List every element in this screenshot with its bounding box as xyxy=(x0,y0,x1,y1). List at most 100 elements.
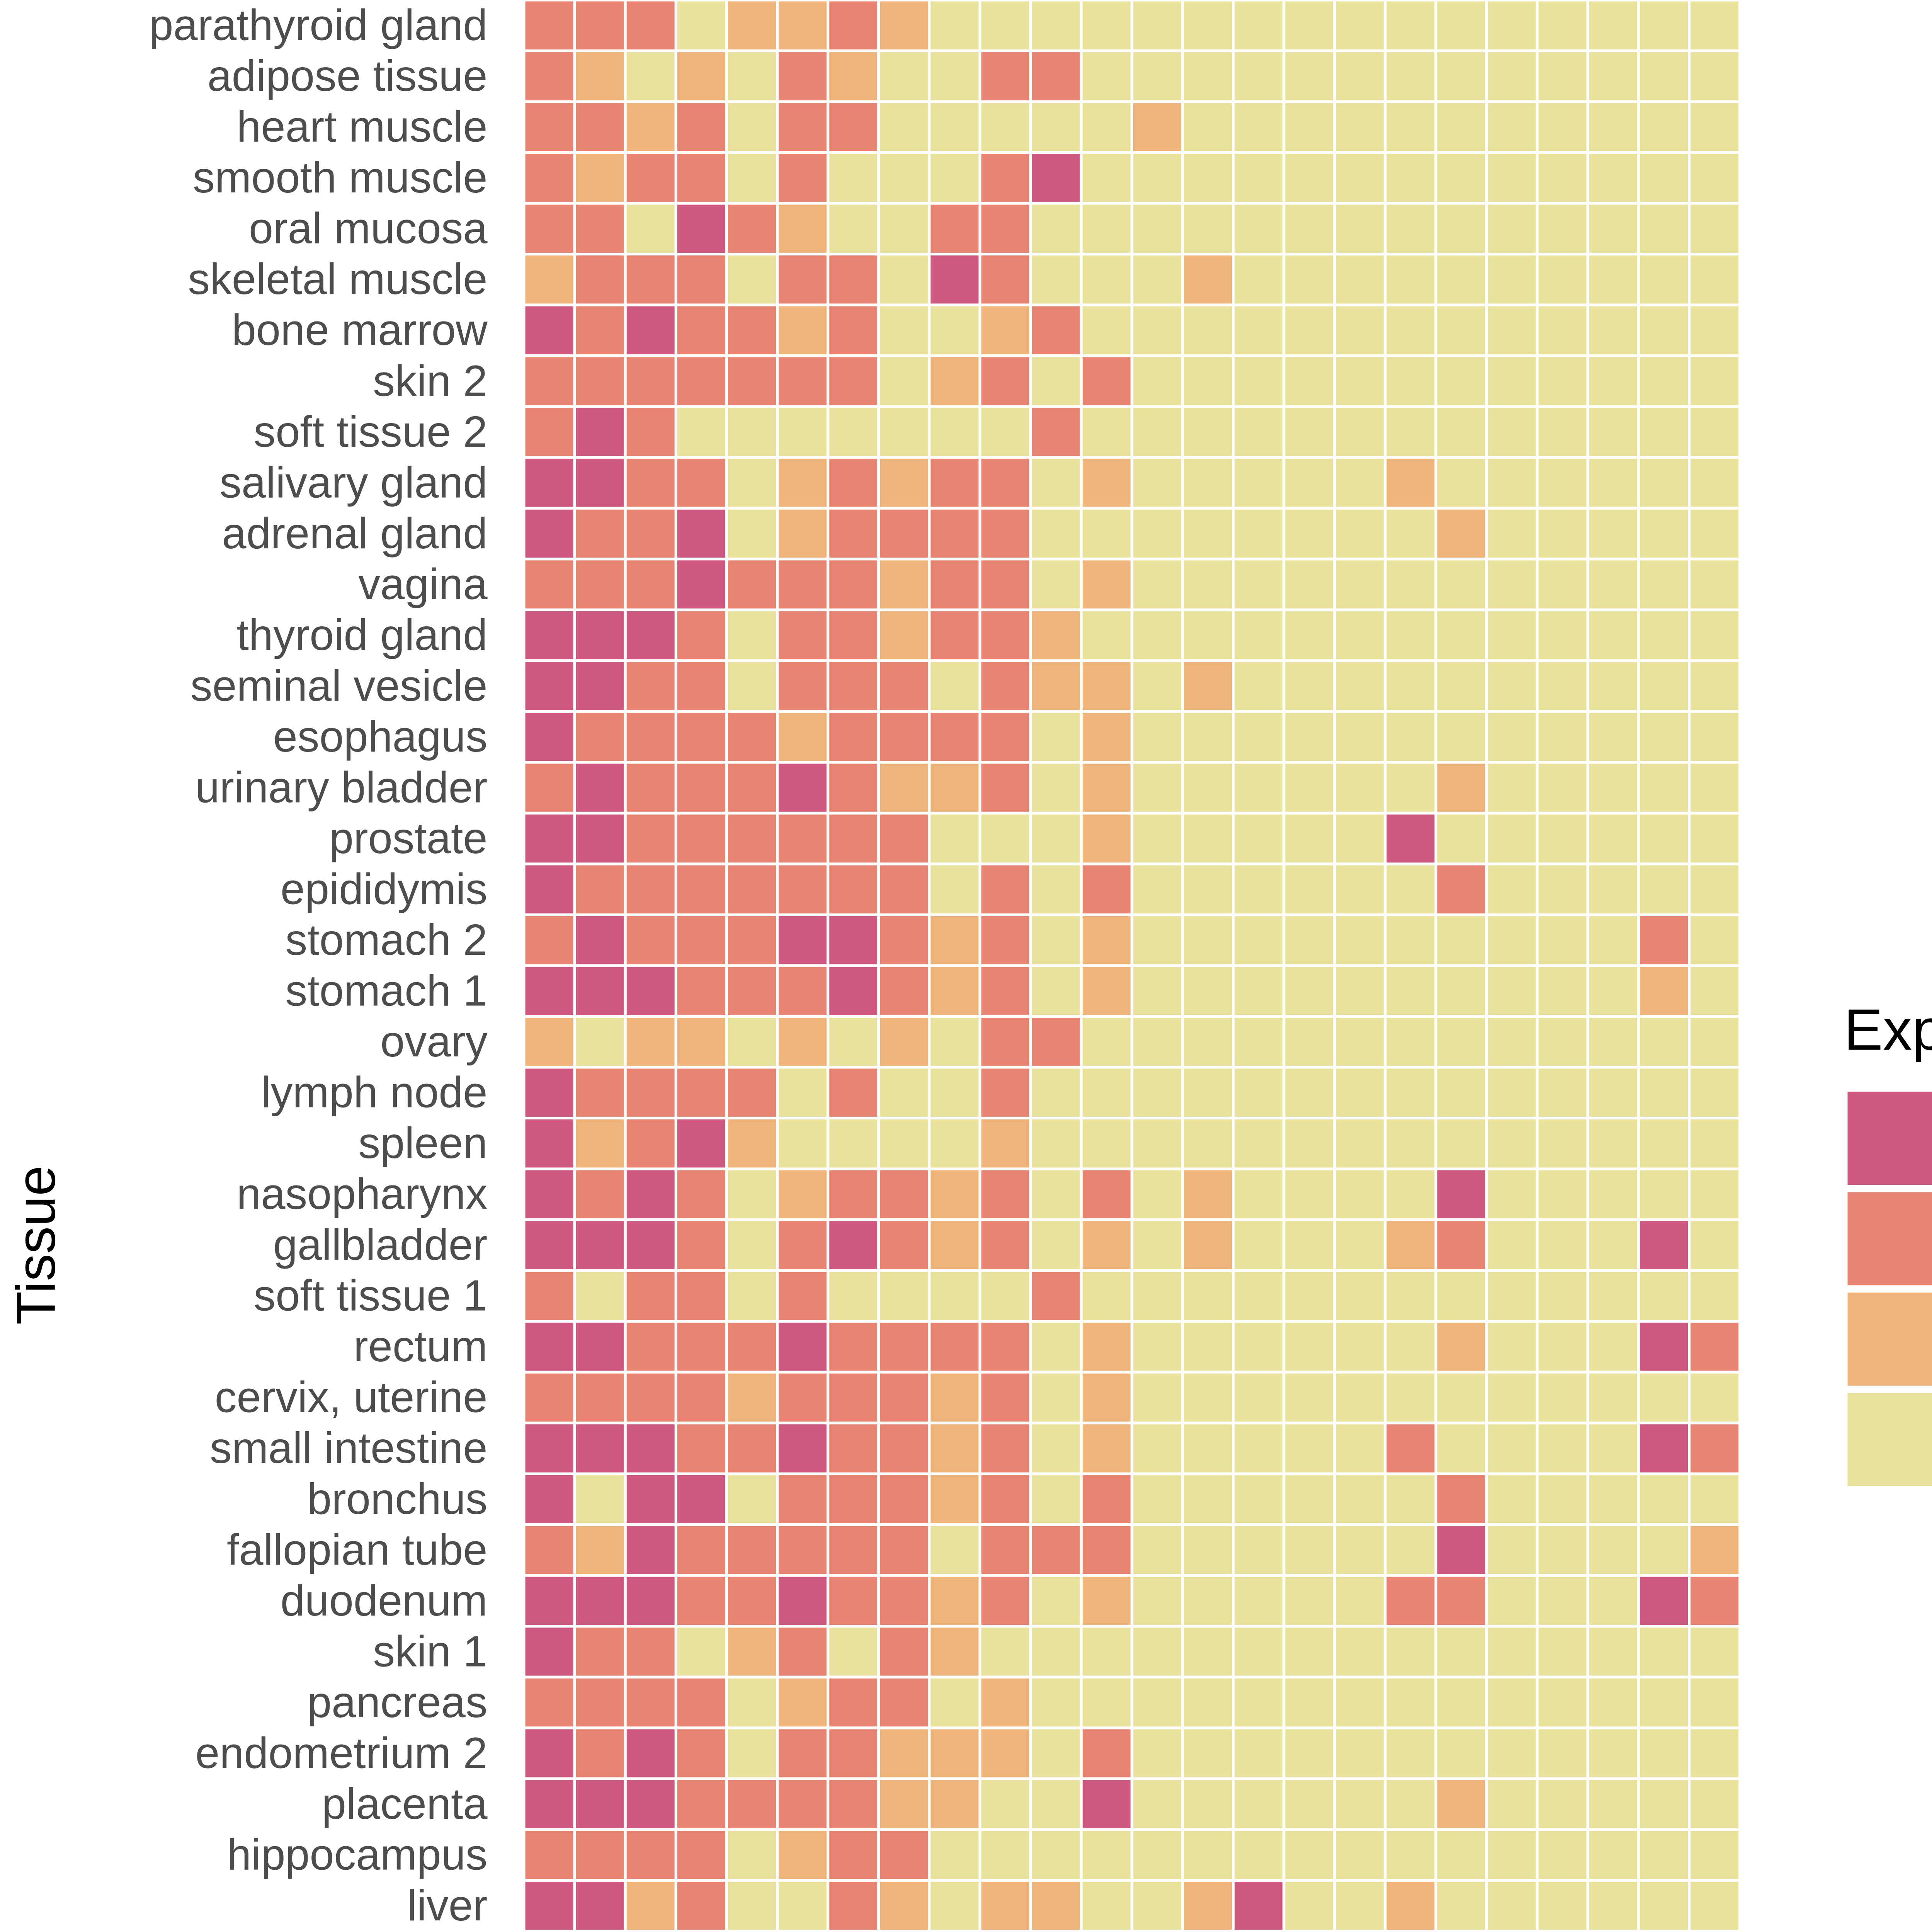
heatmap-cell xyxy=(1282,1574,1336,1628)
heatmap-cell xyxy=(776,862,830,916)
heatmap-cell xyxy=(1384,202,1437,256)
heatmap-cell xyxy=(1282,1625,1336,1679)
heatmap-cell xyxy=(1029,710,1083,764)
heatmap-cell xyxy=(1333,1879,1387,1932)
heatmap-cell xyxy=(1384,456,1437,510)
heatmap-cell xyxy=(1637,811,1691,866)
heatmap-cell xyxy=(877,253,931,306)
heatmap-cell xyxy=(1130,811,1184,866)
heatmap-cell xyxy=(624,1574,677,1628)
heatmap-cell xyxy=(1485,558,1539,611)
heatmap-cell xyxy=(1282,761,1336,815)
heatmap-cell xyxy=(725,558,779,611)
heatmap-cell xyxy=(1333,354,1387,408)
heatmap-cell xyxy=(1130,608,1184,662)
heatmap-cell xyxy=(674,1726,728,1780)
heatmap-cell xyxy=(1080,608,1133,662)
heatmap-cell xyxy=(1181,761,1235,815)
heatmap-cell xyxy=(1586,1320,1640,1374)
heatmap-cell xyxy=(1029,202,1083,256)
heatmap-cell xyxy=(1130,202,1184,256)
heatmap-cell xyxy=(522,354,576,408)
heatmap-cell xyxy=(624,202,677,256)
heatmap-cell xyxy=(1536,253,1589,306)
heatmap-cell xyxy=(1384,710,1437,764)
heatmap-cell xyxy=(522,1218,576,1272)
heatmap-cell xyxy=(674,913,728,967)
heatmap-cell xyxy=(1586,405,1640,459)
heatmap-cell xyxy=(725,456,779,510)
heatmap-cell xyxy=(1029,1828,1083,1882)
heatmap-cell xyxy=(1384,1523,1437,1577)
heatmap-cell xyxy=(1536,1116,1589,1170)
tissue-label: ovary xyxy=(380,1017,488,1066)
heatmap-cell xyxy=(1130,100,1184,154)
heatmap-cell xyxy=(1181,1218,1235,1272)
heatmap-cell xyxy=(1232,1218,1286,1272)
heatmap-cell xyxy=(725,1167,779,1221)
heatmap-cell xyxy=(1586,0,1640,53)
heatmap-cell xyxy=(1080,456,1133,510)
heatmap-cell xyxy=(1536,913,1589,967)
heatmap-cell xyxy=(1688,1422,1742,1475)
heatmap-cell xyxy=(1434,1726,1488,1780)
heatmap-cell xyxy=(725,1015,779,1069)
heatmap-cell xyxy=(573,1015,627,1069)
heatmap-cell xyxy=(978,0,1032,53)
heatmap-cell xyxy=(1434,1675,1488,1730)
heatmap-cell xyxy=(522,1167,576,1221)
heatmap-cell xyxy=(928,1930,981,1932)
heatmap-cell xyxy=(1130,1167,1184,1221)
heatmap-cell xyxy=(1080,49,1133,103)
heatmap-cell xyxy=(1282,608,1336,662)
heatmap-cell xyxy=(1384,862,1437,916)
heatmap-cell xyxy=(1688,1167,1742,1221)
heatmap-cell xyxy=(674,862,728,916)
heatmap-cell xyxy=(573,659,627,713)
heatmap-cell xyxy=(522,0,576,53)
heatmap-cell xyxy=(674,1879,728,1932)
legend-swatch xyxy=(1847,1192,1932,1286)
heatmap-cell xyxy=(1181,811,1235,866)
heatmap-cell xyxy=(978,1320,1032,1374)
heatmap-cell xyxy=(1637,913,1691,967)
heatmap-cell xyxy=(1130,1269,1184,1323)
heatmap-cell xyxy=(725,1320,779,1374)
heatmap-cell xyxy=(1232,1675,1286,1730)
heatmap-cell xyxy=(1536,1828,1589,1882)
heatmap-cell xyxy=(776,303,830,357)
heatmap-cell xyxy=(1688,761,1742,815)
tissue-label: nasopharynx xyxy=(236,1170,487,1219)
heatmap-cell xyxy=(1181,1726,1235,1780)
heatmap-cell xyxy=(1130,761,1184,815)
heatmap-cell xyxy=(776,1269,830,1323)
heatmap-cell xyxy=(978,405,1032,459)
heatmap-cell xyxy=(1384,354,1437,408)
heatmap-cell xyxy=(1029,1371,1083,1425)
heatmap-cell xyxy=(978,1930,1032,1932)
heatmap-cell xyxy=(1232,1269,1286,1323)
heatmap-cell xyxy=(1688,659,1742,713)
heatmap-cell xyxy=(1536,964,1589,1018)
heatmap-cell xyxy=(1536,1015,1589,1069)
heatmap-cell xyxy=(725,659,779,713)
heatmap-cell xyxy=(776,1523,830,1577)
heatmap-cell xyxy=(1130,1422,1184,1475)
heatmap-cell xyxy=(1586,202,1640,256)
heatmap-cell xyxy=(877,1574,931,1628)
heatmap-cell xyxy=(1586,1574,1640,1628)
heatmap-cell xyxy=(827,913,880,967)
heatmap-cell xyxy=(877,761,931,815)
heatmap-cell xyxy=(1333,303,1387,357)
heatmap-cell xyxy=(1637,1422,1691,1475)
heatmap-cell xyxy=(1130,1726,1184,1780)
heatmap-cell xyxy=(1333,1574,1387,1628)
heatmap-cell xyxy=(1080,1625,1133,1679)
heatmap-cell xyxy=(928,558,981,611)
heatmap-cell xyxy=(1029,608,1083,662)
heatmap-cell xyxy=(1232,456,1286,510)
heatmap-cell xyxy=(978,1167,1032,1221)
heatmap-cell xyxy=(827,558,880,611)
heatmap-cell xyxy=(1232,1879,1286,1932)
heatmap-cell xyxy=(1181,303,1235,357)
